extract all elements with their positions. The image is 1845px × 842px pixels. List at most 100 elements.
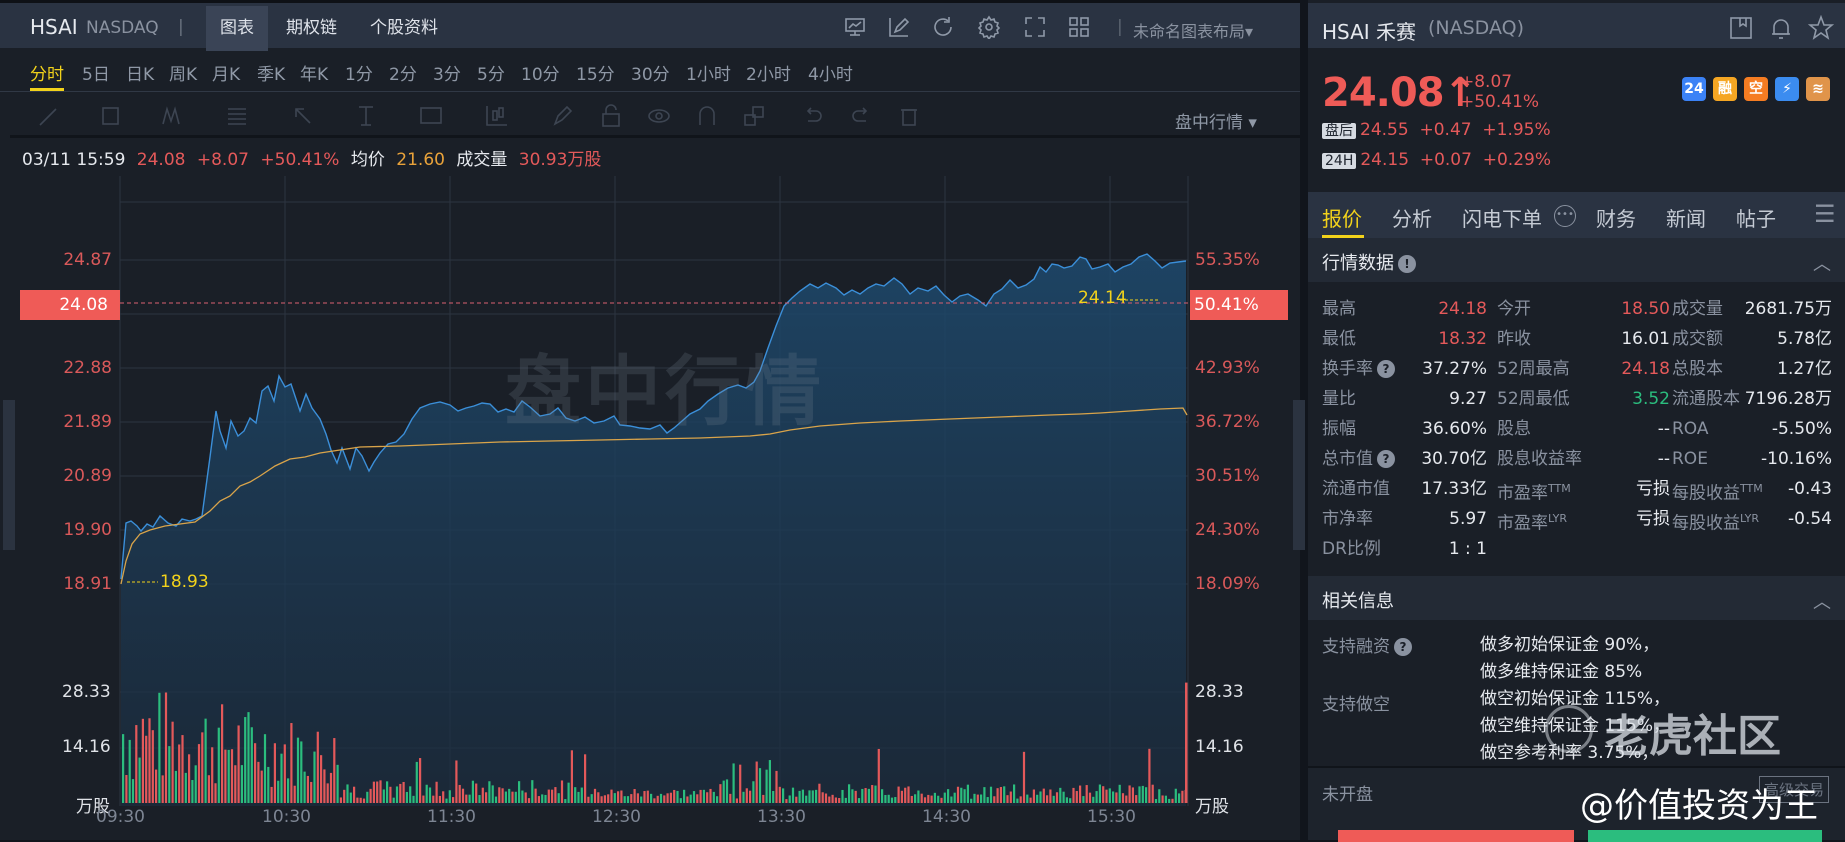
stat-label: 总股本	[1672, 359, 1723, 379]
right-collapse-handle[interactable]	[1293, 400, 1305, 550]
eye-icon[interactable]	[646, 103, 672, 129]
clone-icon[interactable]	[741, 103, 767, 129]
stat-value: 18.50	[1621, 299, 1670, 319]
left-collapse-handle[interactable]	[3, 400, 15, 550]
stat-value: 1 : 1	[1448, 539, 1487, 559]
text-tool-icon[interactable]	[418, 103, 444, 129]
related-info-header[interactable]: 相关信息 ︿	[1308, 576, 1845, 620]
undo-icon[interactable]	[800, 103, 826, 129]
collapse-chevron-icon[interactable]: ︿	[1813, 592, 1831, 613]
tab-flash-order[interactable]: 闪电下单	[1462, 207, 1542, 231]
exchange: NASDAQ	[86, 18, 159, 38]
magnet-icon[interactable]	[694, 103, 720, 129]
help-icon[interactable]: ?	[1394, 638, 1412, 656]
period-tab[interactable]: 日K	[126, 65, 155, 85]
info-change: +8.07	[196, 150, 249, 170]
flash-icon[interactable]: ⚡	[1775, 77, 1799, 101]
tab-financials[interactable]: 财务	[1596, 207, 1636, 231]
help-icon[interactable]: ?	[1377, 360, 1395, 378]
settings-icon[interactable]	[977, 15, 1001, 41]
period-tab[interactable]: 4小时	[808, 65, 853, 85]
h24-row: 24H 24.15 +0.07 +0.29%	[1322, 150, 1551, 170]
stat-label: DR比例	[1322, 539, 1381, 559]
chart-pane: HSAI NASDAQ | 图表 期权链 个股资料 | 未命名图表布局▾ 分时 …	[0, 0, 1305, 840]
layout-grid-icon[interactable]	[1067, 15, 1091, 39]
drawing-toolbar	[10, 93, 1300, 138]
period-tab[interactable]: 月K	[212, 65, 241, 85]
period-tab[interactable]: 周K	[169, 65, 198, 85]
menu-icon[interactable]: ☰	[1814, 200, 1836, 228]
period-tab[interactable]: 1小时	[686, 65, 731, 85]
stat-label: 52周最高	[1497, 359, 1570, 379]
refresh-icon[interactable]	[931, 15, 955, 39]
redo-icon[interactable]	[848, 103, 874, 129]
bell-icon[interactable]	[1768, 15, 1794, 41]
y-axis-label: 20.89	[63, 466, 112, 486]
short-icon[interactable]: 空	[1744, 77, 1768, 101]
tab-quote[interactable]: 报价	[1322, 207, 1362, 231]
draw-icon[interactable]	[887, 15, 911, 39]
intraday-chart[interactable]	[0, 176, 1300, 840]
margin-icon[interactable]: 融	[1713, 77, 1737, 101]
stat-label: 流通股本	[1672, 389, 1740, 409]
market-data-header[interactable]: 行情数据! ︿	[1308, 238, 1845, 282]
fib-tool-icon[interactable]	[224, 103, 250, 129]
period-tab[interactable]: 10分	[521, 65, 560, 85]
period-tab[interactable]: 5日	[82, 65, 110, 85]
line-tool-icon[interactable]	[36, 103, 62, 129]
active-period-underline	[30, 88, 64, 91]
pct-axis-label: 18.09%	[1195, 574, 1260, 594]
more-icon[interactable]: •••	[1554, 205, 1576, 227]
tab-posts[interactable]: 帖子	[1736, 207, 1776, 231]
indicator-icon[interactable]	[843, 15, 867, 39]
bookmark-icon[interactable]	[1728, 15, 1754, 41]
info-icon[interactable]: !	[1398, 255, 1416, 273]
period-tab[interactable]: 3分	[433, 65, 461, 85]
period-tab[interactable]: 2分	[389, 65, 417, 85]
price-range-icon[interactable]	[353, 103, 379, 129]
period-tab[interactable]: 15分	[576, 65, 615, 85]
star-icon[interactable]	[1807, 14, 1835, 41]
rect-tool-icon[interactable]	[98, 103, 124, 129]
period-tab[interactable]: 30分	[631, 65, 670, 85]
period-tab[interactable]: 季K	[257, 65, 286, 85]
stack-icon[interactable]: ≋	[1806, 77, 1830, 101]
arrow-tool-icon[interactable]	[290, 103, 316, 129]
stat-value: -5.50%	[1771, 419, 1832, 439]
help-icon[interactable]: ?	[1377, 450, 1395, 468]
tab-news[interactable]: 新闻	[1666, 207, 1706, 231]
tab-options[interactable]: 期权链	[286, 18, 337, 38]
trash-icon[interactable]	[896, 103, 922, 129]
stat-value: -0.54	[1788, 509, 1832, 529]
stat-label: 振幅	[1322, 419, 1356, 439]
tab-chart[interactable]: 图表	[206, 6, 268, 51]
period-tab[interactable]: 分时	[30, 65, 64, 85]
layout-select[interactable]: 未命名图表布局▾	[1133, 22, 1254, 41]
period-tab[interactable]: 1分	[345, 65, 373, 85]
tab-analysis[interactable]: 分析	[1392, 207, 1432, 231]
quote-tabs: 报价 分析 闪电下单 ••• 财务 新闻 帖子 ☰	[1308, 192, 1845, 238]
stat-value: 36.60%	[1422, 419, 1487, 439]
candle-tool-icon[interactable]	[484, 103, 510, 129]
last-price-badge: 24.08	[20, 290, 120, 320]
quote-header: HSAI 禾赛 (NASDAQ)	[1308, 3, 1845, 48]
buy-button[interactable]	[1338, 830, 1574, 842]
24h-trading-icon[interactable]: 24	[1682, 77, 1706, 101]
fullscreen-icon[interactable]	[1023, 15, 1047, 39]
info-vol-label: 成交量	[456, 150, 508, 170]
pen-icon[interactable]	[550, 103, 576, 129]
quote-panel: HSAI 禾赛 (NASDAQ) 24.08↑ +8.07 +50.41% 盘后 2…	[1308, 0, 1845, 842]
pct-axis-label: 30.51%	[1195, 466, 1260, 486]
period-tab[interactable]: 5分	[477, 65, 505, 85]
sell-button[interactable]	[1588, 830, 1822, 842]
tab-profile[interactable]: 个股资料	[370, 18, 438, 38]
stat-value: 亏损	[1636, 479, 1670, 499]
collapse-chevron-icon[interactable]: ︿	[1813, 254, 1831, 275]
stat-value: 5.78亿	[1777, 329, 1832, 349]
period-tab[interactable]: 2小时	[746, 65, 791, 85]
advanced-trade-button[interactable]: 高级交易	[1758, 776, 1829, 803]
mode-select[interactable]: 盘中行情 ▾	[1175, 113, 1257, 133]
lock-icon[interactable]	[598, 103, 624, 129]
wave-tool-icon[interactable]	[160, 103, 186, 129]
period-tab[interactable]: 年K	[300, 65, 329, 85]
